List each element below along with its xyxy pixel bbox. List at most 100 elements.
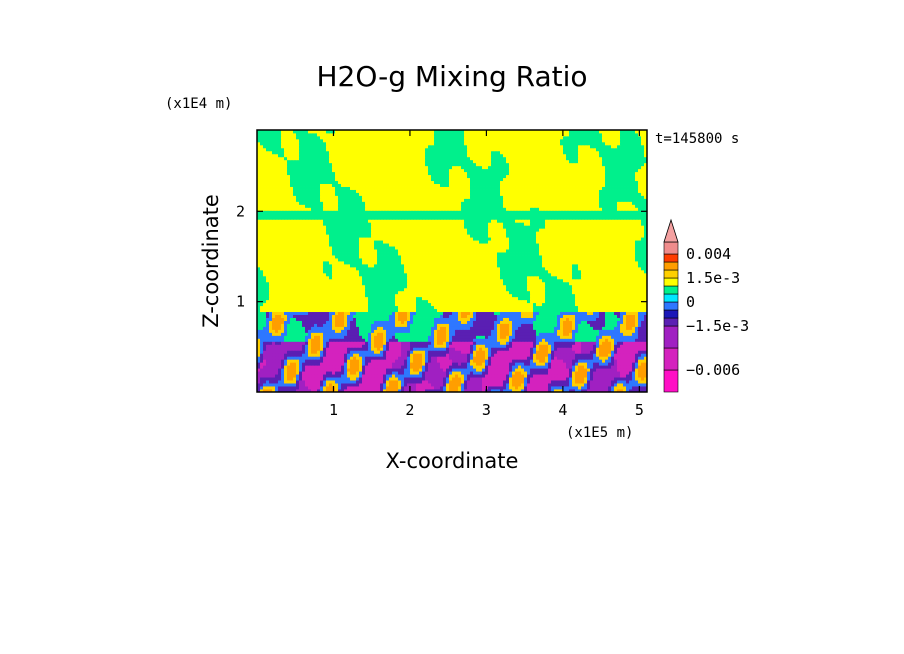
field-cell	[455, 344, 459, 348]
field-cell	[458, 368, 462, 372]
field-cell	[377, 308, 381, 313]
field-cell	[305, 347, 309, 351]
field-cell	[593, 350, 597, 354]
field-cell	[638, 344, 642, 348]
field-cell	[518, 320, 522, 324]
field-cell	[458, 383, 462, 387]
field-cell	[620, 344, 624, 348]
field-cell	[575, 368, 579, 372]
field-cell	[362, 356, 366, 360]
field-cell	[521, 386, 525, 390]
field-cell	[515, 320, 519, 324]
field-cell	[557, 356, 561, 360]
field-cell	[347, 362, 351, 366]
field-cell	[314, 284, 318, 289]
field-cell	[458, 320, 462, 324]
field-cell	[617, 329, 621, 333]
field-cell	[326, 317, 330, 321]
field-cell	[527, 299, 531, 304]
field-cell	[596, 308, 600, 313]
field-cell	[296, 344, 300, 348]
field-cell	[371, 296, 375, 301]
field-cell	[575, 350, 579, 354]
field-cell	[452, 305, 456, 310]
field-cell	[371, 368, 375, 372]
field-cell	[617, 338, 621, 342]
field-cell	[587, 368, 591, 372]
field-cell	[518, 371, 522, 375]
field-cell	[284, 320, 288, 324]
field-cell	[491, 281, 495, 286]
field-cell	[293, 287, 297, 292]
field-cell	[473, 365, 477, 369]
field-cell	[425, 341, 429, 345]
field-cell	[548, 341, 552, 345]
field-cell	[509, 374, 513, 378]
field-cell	[293, 320, 297, 324]
field-cell	[509, 359, 513, 363]
field-cell	[470, 386, 474, 390]
field-cell	[425, 335, 429, 339]
field-cell	[623, 371, 627, 375]
field-cell	[560, 365, 564, 369]
field-cell	[611, 344, 615, 348]
field-cell	[467, 368, 471, 372]
field-cell	[464, 380, 468, 384]
field-cell	[602, 302, 606, 307]
field-cell	[641, 356, 645, 360]
field-cell	[464, 359, 468, 363]
field-cell	[386, 320, 390, 324]
field-cell	[440, 326, 444, 330]
field-cell	[563, 347, 567, 351]
field-cell	[593, 362, 597, 366]
field-cell	[515, 383, 519, 387]
field-cell	[473, 356, 477, 360]
field-cell	[287, 320, 291, 324]
field-cell	[491, 335, 495, 339]
field-cell	[515, 389, 519, 392]
field-cell	[530, 341, 534, 345]
field-cell	[329, 386, 333, 390]
field-cell	[431, 374, 435, 378]
field-cell	[290, 371, 294, 375]
field-cell	[644, 332, 647, 336]
field-cell	[584, 299, 588, 304]
field-cell	[287, 353, 291, 357]
field-cell	[500, 326, 504, 330]
field-cell	[350, 386, 354, 390]
field-cell	[602, 320, 606, 324]
field-cell	[641, 329, 645, 333]
field-cell	[371, 293, 375, 298]
field-cell	[593, 296, 597, 301]
field-cell	[638, 320, 642, 324]
field-cell	[461, 329, 465, 333]
field-cell	[593, 332, 597, 336]
field-cell	[341, 380, 345, 384]
field-cell	[323, 368, 327, 372]
field-cell	[557, 278, 561, 283]
field-cell	[611, 338, 615, 342]
field-cell	[503, 380, 507, 384]
field-cell	[434, 389, 438, 392]
field-cell	[404, 314, 408, 318]
field-cell	[464, 287, 468, 292]
field-cell	[386, 335, 390, 339]
field-cell	[617, 332, 621, 336]
field-cell	[320, 353, 324, 357]
field-cell	[284, 275, 288, 280]
field-cell	[623, 362, 627, 366]
field-cell	[410, 317, 414, 321]
field-cell	[620, 326, 624, 330]
field-cell	[287, 293, 291, 298]
field-cell	[491, 326, 495, 330]
field-cell	[302, 329, 306, 333]
field-cell	[332, 326, 336, 330]
field-cell	[371, 383, 375, 387]
field-cell	[359, 374, 363, 378]
field-cell	[605, 329, 609, 333]
field-cell	[584, 326, 588, 330]
field-cell	[605, 311, 609, 315]
field-cell	[452, 383, 456, 387]
field-cell	[581, 359, 585, 363]
field-cell	[635, 341, 639, 345]
